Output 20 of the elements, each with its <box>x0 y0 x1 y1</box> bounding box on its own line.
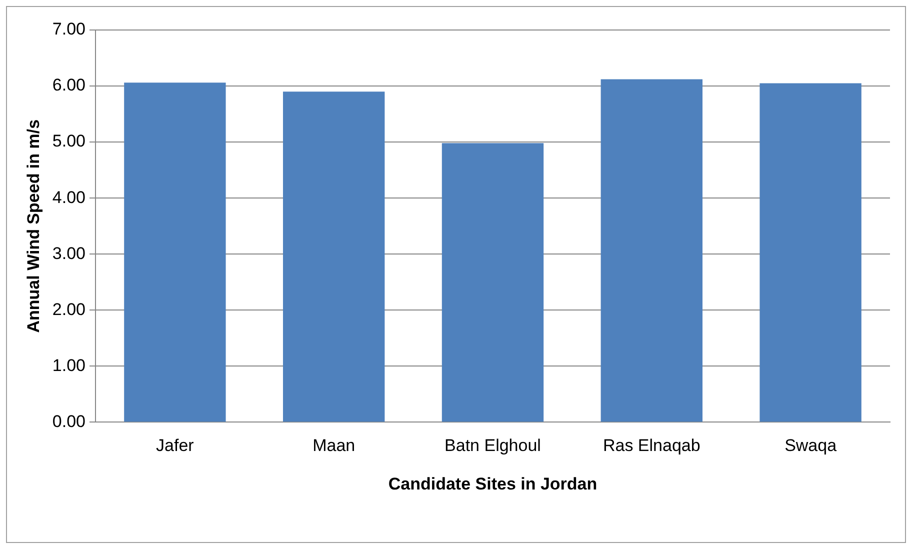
y-axis-title: Annual Wind Speed in m/s <box>24 119 43 333</box>
y-tick-label: 0.00 <box>52 412 86 431</box>
bar <box>442 143 544 422</box>
y-tick-label: 2.00 <box>52 300 86 319</box>
x-tick-label: Jafer <box>156 436 194 456</box>
y-tick-label: 5.00 <box>52 132 86 151</box>
x-tick-label: Maan <box>312 436 356 456</box>
y-tick-label: 7.00 <box>52 20 86 39</box>
x-tick-label: Batn Elghoul <box>444 436 541 456</box>
bar <box>282 92 385 422</box>
y-tick-label: 4.00 <box>52 188 86 207</box>
y-tick-label: 3.00 <box>52 244 86 263</box>
x-tick-label: Swaqa <box>784 436 838 456</box>
y-tick-label: 1.00 <box>52 356 86 375</box>
bar <box>124 82 226 422</box>
bar <box>600 79 702 422</box>
y-tick-label: 6.00 <box>52 76 86 95</box>
x-tick-label: Ras Elnaqab <box>602 436 700 456</box>
bar <box>760 83 862 422</box>
x-axis-title: Candidate Sites in Jordan <box>388 474 598 494</box>
